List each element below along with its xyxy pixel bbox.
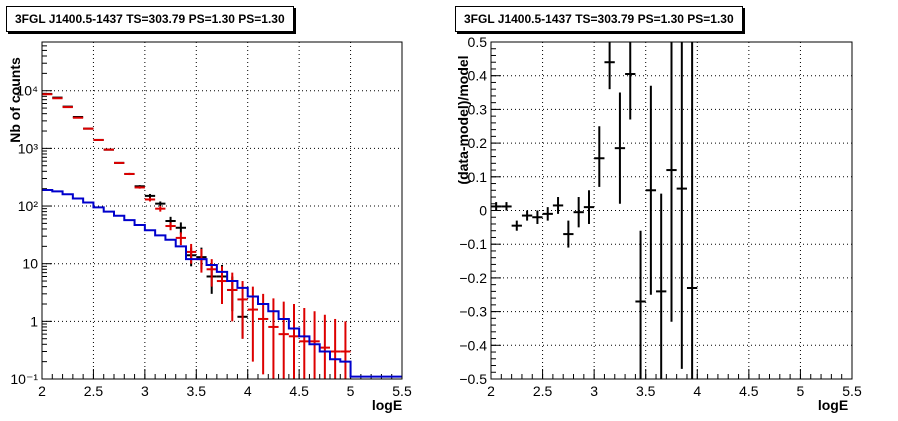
x-tick-label: 3 (141, 383, 149, 399)
plot-frame-top (490, 41, 853, 380)
x-tick-label: 5 (347, 383, 355, 399)
y-tick-label: 0.5 (468, 34, 488, 50)
data-layer (42, 92, 402, 379)
y-tick-label: 10³ (18, 140, 39, 156)
x-tick-label: 4.5 (289, 383, 309, 399)
y-tick-label: 0.3 (468, 101, 488, 117)
x-tick-label: 5.5 (392, 383, 412, 399)
plot-frame-top (41, 41, 403, 380)
right-chart-title: 3FGL J1400.5-1437 TS=303.79 PS=1.30 PS=1… (455, 6, 743, 32)
x-tick-label: 5 (797, 383, 805, 399)
x-axis-label: logE (818, 397, 848, 413)
y-tick-label: −0.1 (459, 236, 487, 252)
y-tick-label: 10⁴ (16, 83, 38, 99)
y-tick-label: 0.2 (468, 135, 488, 151)
x-tick-label: 3 (590, 383, 598, 399)
x-tick-label: 2.5 (84, 383, 104, 399)
y-tick-label: 0.4 (468, 68, 488, 84)
y-tick-label: 0.1 (468, 169, 488, 185)
plot-panel-1: 2 2.5 3 3.5 4 4.5 5 5.5 −0.5 −0.4 −0.3 −0.2 −0.1 0 0.1… (455, 34, 862, 413)
plot-frame (41, 41, 403, 380)
plot-panel-0: 2 2.5 3 3.5 4 4.5 5 5.5 10⁻¹ 1 10 10² 10³ 10⁴ logE Nb o… (7, 41, 412, 413)
x-tick-label: 4.5 (739, 383, 759, 399)
x-axis-label: logE (372, 397, 402, 413)
x-tick-label: 2 (487, 383, 495, 399)
y-axis-label: (data-model)/model (455, 55, 471, 184)
data-layer (491, 42, 698, 379)
y-tick-label: −0.2 (459, 270, 487, 286)
y-tick-label: 10² (18, 198, 39, 214)
x-tick-label: 2.5 (533, 383, 553, 399)
y-tick-label: −0.3 (459, 304, 487, 320)
y-tick-label: −0.5 (459, 371, 487, 387)
x-tick-label: 3.5 (187, 383, 207, 399)
y-tick-label: −0.4 (459, 337, 487, 353)
left-chart-title: 3FGL J1400.5-1437 TS=303.79 PS=1.30 PS=1… (6, 6, 294, 32)
x-tick-label: 5.5 (842, 383, 862, 399)
model-step-line (42, 188, 402, 378)
y-tick-label: 0 (479, 203, 487, 219)
y-tick-label: 10⁻¹ (10, 371, 38, 387)
y-axis-label: Nb of counts (7, 57, 23, 143)
x-tick-label: 2 (38, 383, 46, 399)
y-tick-label: 10 (22, 256, 38, 272)
y-tick-label: 1 (30, 313, 38, 329)
x-tick-label: 4 (693, 383, 701, 399)
x-tick-label: 4 (244, 383, 252, 399)
x-tick-label: 3.5 (636, 383, 656, 399)
